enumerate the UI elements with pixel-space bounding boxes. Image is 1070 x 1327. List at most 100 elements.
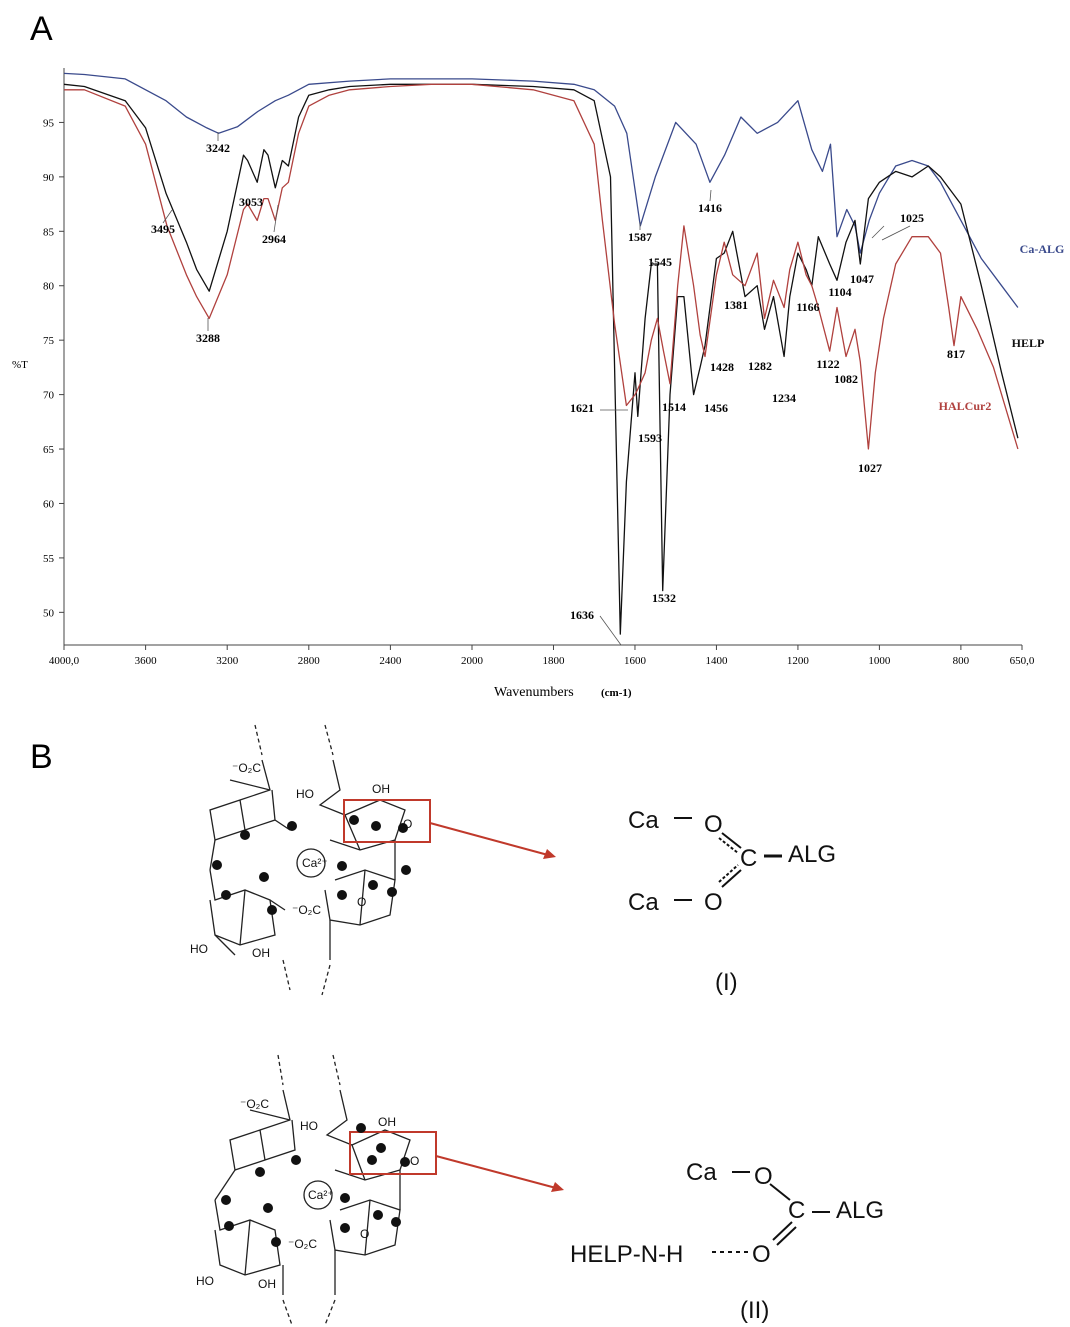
peak-label: 1082 — [834, 372, 858, 386]
chart-series — [63, 72, 1019, 635]
svg-text:O: O — [704, 811, 723, 838]
svg-text:(II): (II) — [740, 1297, 769, 1324]
legend-item-help: HELP — [1012, 336, 1045, 350]
peak-label: 1456 — [704, 401, 728, 415]
x-tick-label: 1400 — [705, 655, 728, 667]
x-tick-label: 3200 — [216, 655, 239, 667]
x-tick-label: 1200 — [787, 655, 810, 667]
svg-text:HELP-N-H: HELP-N-H — [570, 1241, 683, 1268]
svg-text:O: O — [752, 1241, 771, 1268]
series-line-halcur2 — [64, 83, 1019, 450]
panel-b-label: B — [30, 738, 53, 776]
egg-box-structure-1 — [209, 724, 431, 996]
chart-axes: 50 55 60 65 70 75 80 85 90 95 4000,0 3600 3200 2800 24… — [12, 68, 1035, 700]
x-tick-label: 1600 — [624, 655, 647, 667]
svg-text:O: O — [360, 1227, 369, 1241]
x-tick-label: 3600 — [135, 655, 158, 667]
structure-ii: Ca O C ALG HELP-N-H O (II) — [570, 1159, 884, 1324]
peak-label: 1166 — [796, 300, 819, 314]
y-tick-label: 60 — [43, 498, 55, 510]
svg-text:Ca²⁺: Ca²⁺ — [302, 856, 328, 870]
chart-annotations: 3242 3495 3053 2964 3288 1587 1416 1025 1047 1545… — [151, 132, 965, 646]
x-tick-label: 800 — [953, 655, 970, 667]
x-axis-title: Wavenumbers — [494, 685, 574, 700]
peak-label: 1027 — [858, 461, 882, 475]
svg-text:Ca: Ca — [628, 807, 659, 834]
svg-text:Ca: Ca — [686, 1159, 717, 1186]
x-tick-label: 2000 — [461, 655, 484, 667]
svg-text:O: O — [754, 1163, 773, 1190]
svg-text:ALG: ALG — [788, 841, 836, 868]
peak-label: 1122 — [816, 357, 839, 371]
svg-text:C: C — [788, 1197, 805, 1224]
peak-label: 1636 — [570, 608, 594, 622]
x-tick-label: 4000,0 — [49, 655, 80, 667]
peak-label: 3495 — [151, 222, 175, 236]
legend-item-ca-alg: Ca-ALG — [1020, 242, 1065, 256]
series-line-ca-alg — [63, 72, 1019, 308]
peak-label: 1428 — [710, 360, 734, 374]
svg-text:OH: OH — [372, 782, 390, 796]
peak-label: 1593 — [638, 431, 662, 445]
peak-label: 1545 — [648, 255, 672, 269]
peak-label: 1025 — [900, 211, 924, 225]
peak-leader — [162, 209, 173, 224]
legend-item-halcur2: HALCur2 — [939, 399, 992, 413]
x-tick-label: 1800 — [542, 655, 565, 667]
peak-leader — [709, 189, 712, 202]
svg-text:O: O — [357, 895, 366, 909]
peak-label: 1234 — [772, 391, 796, 405]
panel-a-label: A — [30, 10, 53, 48]
svg-text:Ca²⁺: Ca²⁺ — [308, 1188, 334, 1202]
svg-text:C: C — [740, 845, 757, 872]
svg-text:HO: HO — [196, 1274, 214, 1288]
chart-legend: Ca-ALG HELP HALCur2 — [939, 242, 1065, 413]
arrow-to-structure-2 — [435, 1155, 564, 1192]
y-tick-label: 70 — [43, 390, 55, 402]
svg-text:⁻O₂C: ⁻O₂C — [240, 1097, 269, 1111]
y-tick-label: 80 — [43, 281, 55, 293]
peak-label: 1381 — [724, 298, 748, 312]
svg-text:HO: HO — [300, 1119, 318, 1133]
structure-i: Ca O C ALG Ca O (I) — [628, 807, 836, 996]
y-tick-label: 90 — [43, 172, 55, 184]
y-tick-label: 85 — [43, 226, 55, 238]
y-tick-label: 50 — [43, 607, 55, 619]
y-axis-title: %T — [12, 359, 28, 371]
x-tick-label: 2800 — [298, 655, 321, 667]
peak-label: 1416 — [698, 201, 722, 215]
x-axis-unit: (cm-1) — [601, 687, 632, 699]
peak-label: 3053 — [239, 195, 263, 209]
svg-text:(I): (I) — [715, 969, 738, 996]
egg-box-structure-2 — [214, 1054, 437, 1326]
svg-text:O: O — [403, 817, 412, 831]
y-tick-label: 55 — [43, 553, 55, 565]
peak-label: 2964 — [262, 232, 286, 246]
ftir-spectrum-chart: 50 55 60 65 70 75 80 85 90 95 4000,0 3600 3200 2800 24… — [12, 68, 1065, 700]
egg-box-labels-1: ⁻O₂C HO OH O ⁻O₂C HO OH O Ca²⁺ — [190, 761, 412, 960]
svg-text:⁻O₂C: ⁻O₂C — [232, 761, 261, 775]
svg-text:OH: OH — [378, 1115, 396, 1129]
peak-label: 1621 — [570, 401, 594, 415]
series-line-help — [63, 83, 1019, 635]
peak-label: 1532 — [652, 591, 676, 605]
peak-label: 817 — [947, 347, 965, 361]
peak-label: 1047 — [850, 272, 874, 286]
peak-label: 3242 — [206, 141, 230, 155]
peak-label: 3288 — [196, 331, 220, 345]
x-tick-label: 650,0 — [1010, 655, 1035, 667]
svg-text:ALG: ALG — [836, 1197, 884, 1224]
peak-leader — [273, 204, 279, 233]
arrow-to-structure-1 — [429, 822, 556, 859]
svg-text:Ca: Ca — [628, 889, 659, 916]
x-tick-label: 1000 — [868, 655, 891, 667]
peak-leader — [871, 225, 885, 239]
svg-text:O: O — [410, 1154, 419, 1168]
svg-text:O: O — [704, 889, 723, 916]
svg-text:OH: OH — [252, 946, 270, 960]
peak-label: 1282 — [748, 359, 772, 373]
egg-box-labels-2: ⁻O₂C HO OH O ⁻O₂C HO OH O Ca²⁺ — [196, 1097, 419, 1291]
peak-leader — [881, 225, 911, 241]
svg-text:⁻O₂C: ⁻O₂C — [288, 1237, 317, 1251]
svg-text:HO: HO — [190, 942, 208, 956]
